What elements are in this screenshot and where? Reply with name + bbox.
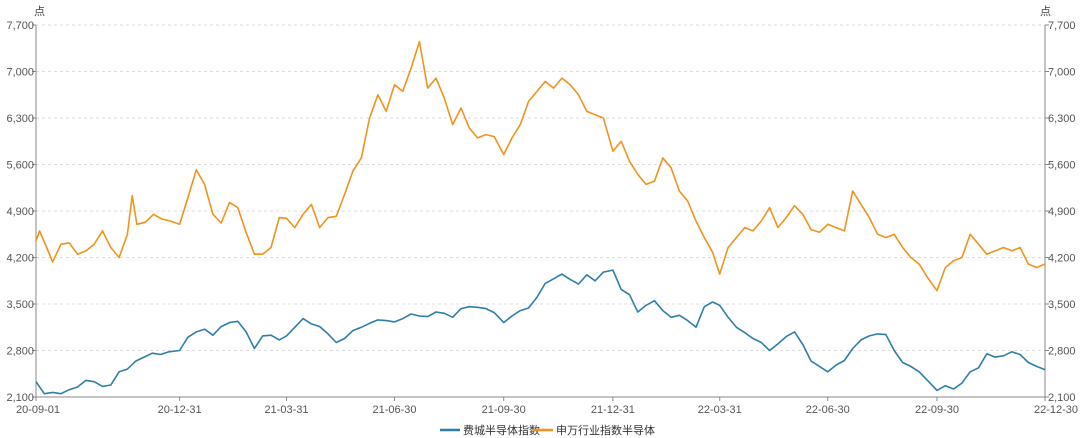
- x-tick-label: 20-12-31: [158, 404, 202, 416]
- x-tick-label: 21-06-30: [372, 404, 416, 416]
- series-line-2: [35, 40, 1046, 292]
- series-line-1: [35, 269, 1046, 395]
- x-tick-label: 22-03-31: [698, 404, 742, 416]
- y-tick-label: 4,200: [6, 253, 34, 265]
- y-tick-label: 2,800: [6, 346, 34, 358]
- right-y-tick-labels: 2,100 2,800 3,500 4,200 4,900 5,600 6,300 7,000…: [1048, 20, 1076, 404]
- x-tick-label: 22-12-30: [1034, 404, 1078, 416]
- y-tick-label: 5,600: [1048, 160, 1076, 172]
- x-tick-label: 22-06-30: [806, 404, 850, 416]
- axes: [32, 24, 1049, 401]
- y-tick-label: 2,100: [1048, 392, 1076, 404]
- x-tick-label: 20-09-01: [16, 404, 60, 416]
- left-y-unit: 点: [34, 5, 45, 18]
- x-tick-label: 21-12-31: [591, 404, 635, 416]
- y-tick-label: 4,200: [1048, 253, 1076, 265]
- y-tick-label: 2,100: [6, 392, 34, 404]
- y-tick-label: 7,700: [6, 20, 34, 32]
- legend-label-1: 费城半导体指数: [463, 423, 540, 437]
- series-lines: [35, 40, 1046, 395]
- y-tick-label: 4,900: [1048, 206, 1076, 218]
- y-tick-label: 3,500: [6, 299, 34, 311]
- y-tick-label: 7,000: [1048, 67, 1076, 79]
- grid-lines: [36, 24, 1045, 351]
- y-tick-label: 6,300: [6, 113, 34, 125]
- y-tick-label: 6,300: [1048, 113, 1076, 125]
- y-tick-label: 3,500: [1048, 299, 1076, 311]
- legend-label-2: 申万行业指数半导体: [556, 423, 655, 437]
- x-tick-labels: 20-09-01 20-12-31 21-03-31 21-06-30 21-09-30…: [16, 404, 1078, 416]
- right-y-unit: 点: [1040, 5, 1051, 18]
- x-tick-label: 21-09-30: [482, 404, 526, 416]
- y-tick-label: 4,900: [6, 206, 34, 218]
- y-tick-label: 2,800: [1048, 346, 1076, 358]
- x-tick-label: 22-09-30: [915, 404, 959, 416]
- left-y-tick-labels: 2,100 2,800 3,500 4,200 4,900 5,600 6,300 7,000…: [6, 20, 34, 404]
- x-tick-label: 21-03-31: [264, 404, 308, 416]
- legend: 费城半导体指数 申万行业指数半导体: [440, 423, 655, 437]
- y-tick-label: 5,600: [6, 160, 34, 172]
- y-tick-label: 7,000: [6, 67, 34, 79]
- y-tick-label: 7,700: [1048, 20, 1076, 32]
